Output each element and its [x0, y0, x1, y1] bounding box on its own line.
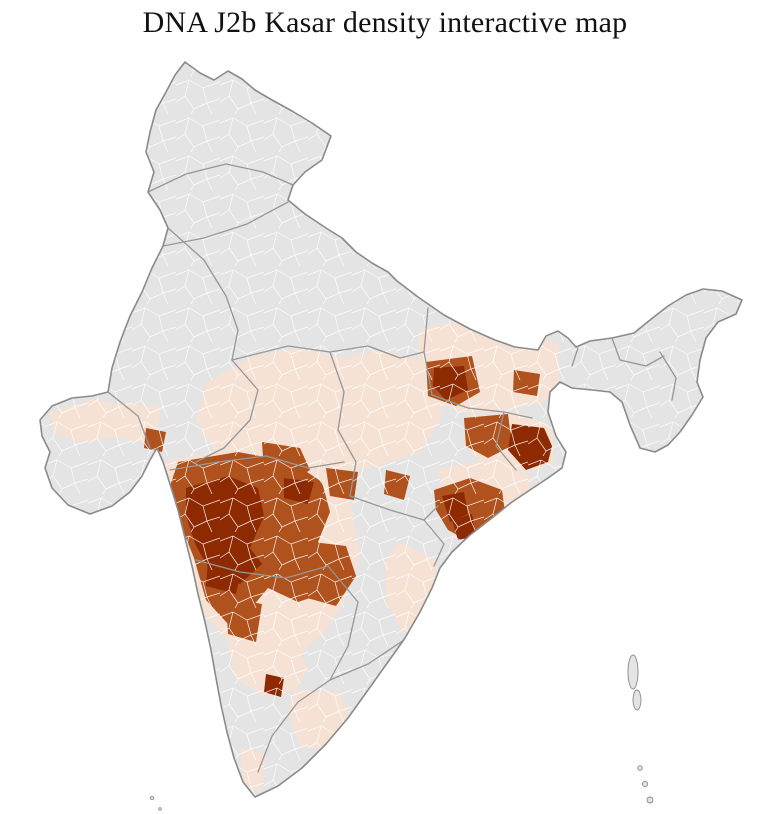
lakshadweep-islands[interactable]	[149, 796, 162, 811]
andaman-nicobar-islands[interactable]	[627, 654, 654, 804]
island[interactable]	[632, 689, 642, 711]
page-title: DNA J2b Kasar density interactive map	[142, 6, 628, 39]
density-layer[interactable]	[30, 50, 750, 810]
district-mesh-overlay	[40, 62, 742, 797]
island[interactable]	[149, 796, 154, 801]
island[interactable]	[646, 796, 654, 804]
island[interactable]	[637, 765, 643, 771]
island[interactable]	[641, 780, 649, 788]
state-borders	[107, 163, 677, 773]
island[interactable]	[158, 807, 162, 811]
island[interactable]	[627, 654, 639, 690]
